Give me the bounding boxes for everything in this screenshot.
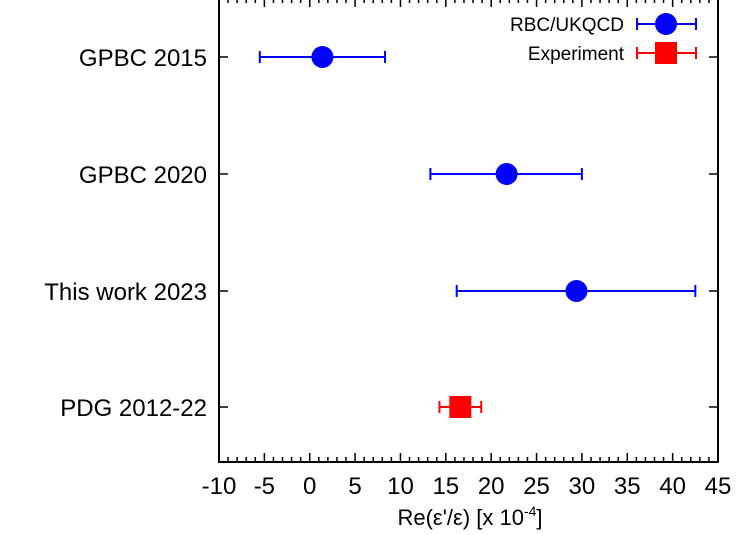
x-tick-labels: -10 -5 0 5 10 15 20 25 30 35 40 45 [202,473,732,500]
data-point-circle [565,280,588,302]
x-tick-label: 25 [523,473,550,500]
data-point-group [429,163,583,185]
x-tick-label: 35 [614,473,641,500]
legend: RBC/UKQCD Experiment [510,13,697,65]
legend-marker-circle [655,13,677,35]
x-tick-label: 15 [432,473,459,500]
legend-marker-square [655,42,677,64]
x-tick-label: 0 [303,473,316,500]
legend-label: Experiment [528,44,625,65]
category-labels: GPBC 2015 GPBC 2020 This work 2023 PDG 2012… [44,45,207,422]
legend-entry: RBC/UKQCD [510,13,697,36]
data-point-circle [495,163,518,185]
data-point-circle [311,46,334,68]
data-point-group [258,46,387,68]
plot-border [218,0,719,463]
x-tick-label: -10 [202,473,237,500]
category-label: This work 2023 [44,279,207,306]
x-tick-label: 20 [478,473,505,500]
x-tick-label: -5 [254,473,275,500]
axis-ticks [218,0,719,462]
x-tick-label: 10 [387,473,414,500]
legend-label: RBC/UKQCD [510,15,624,36]
data-point-group [455,280,697,302]
x-tick-label: 30 [569,473,596,500]
x-tick-label: 5 [348,473,361,500]
data-point-square [449,396,472,418]
category-label: PDG 2012-22 [60,395,207,422]
plot-frame [218,0,719,463]
legend-entry: Experiment [528,42,697,65]
data-point-group [438,396,483,418]
x-axis-title: Re(ε'/ε) [x 10-4] [397,503,542,530]
x-tick-label: 40 [659,473,686,500]
category-label: GPBC 2020 [79,162,207,189]
category-label: GPBC 2015 [79,45,207,72]
data-points [258,46,697,418]
x-tick-label: 45 [705,473,732,500]
